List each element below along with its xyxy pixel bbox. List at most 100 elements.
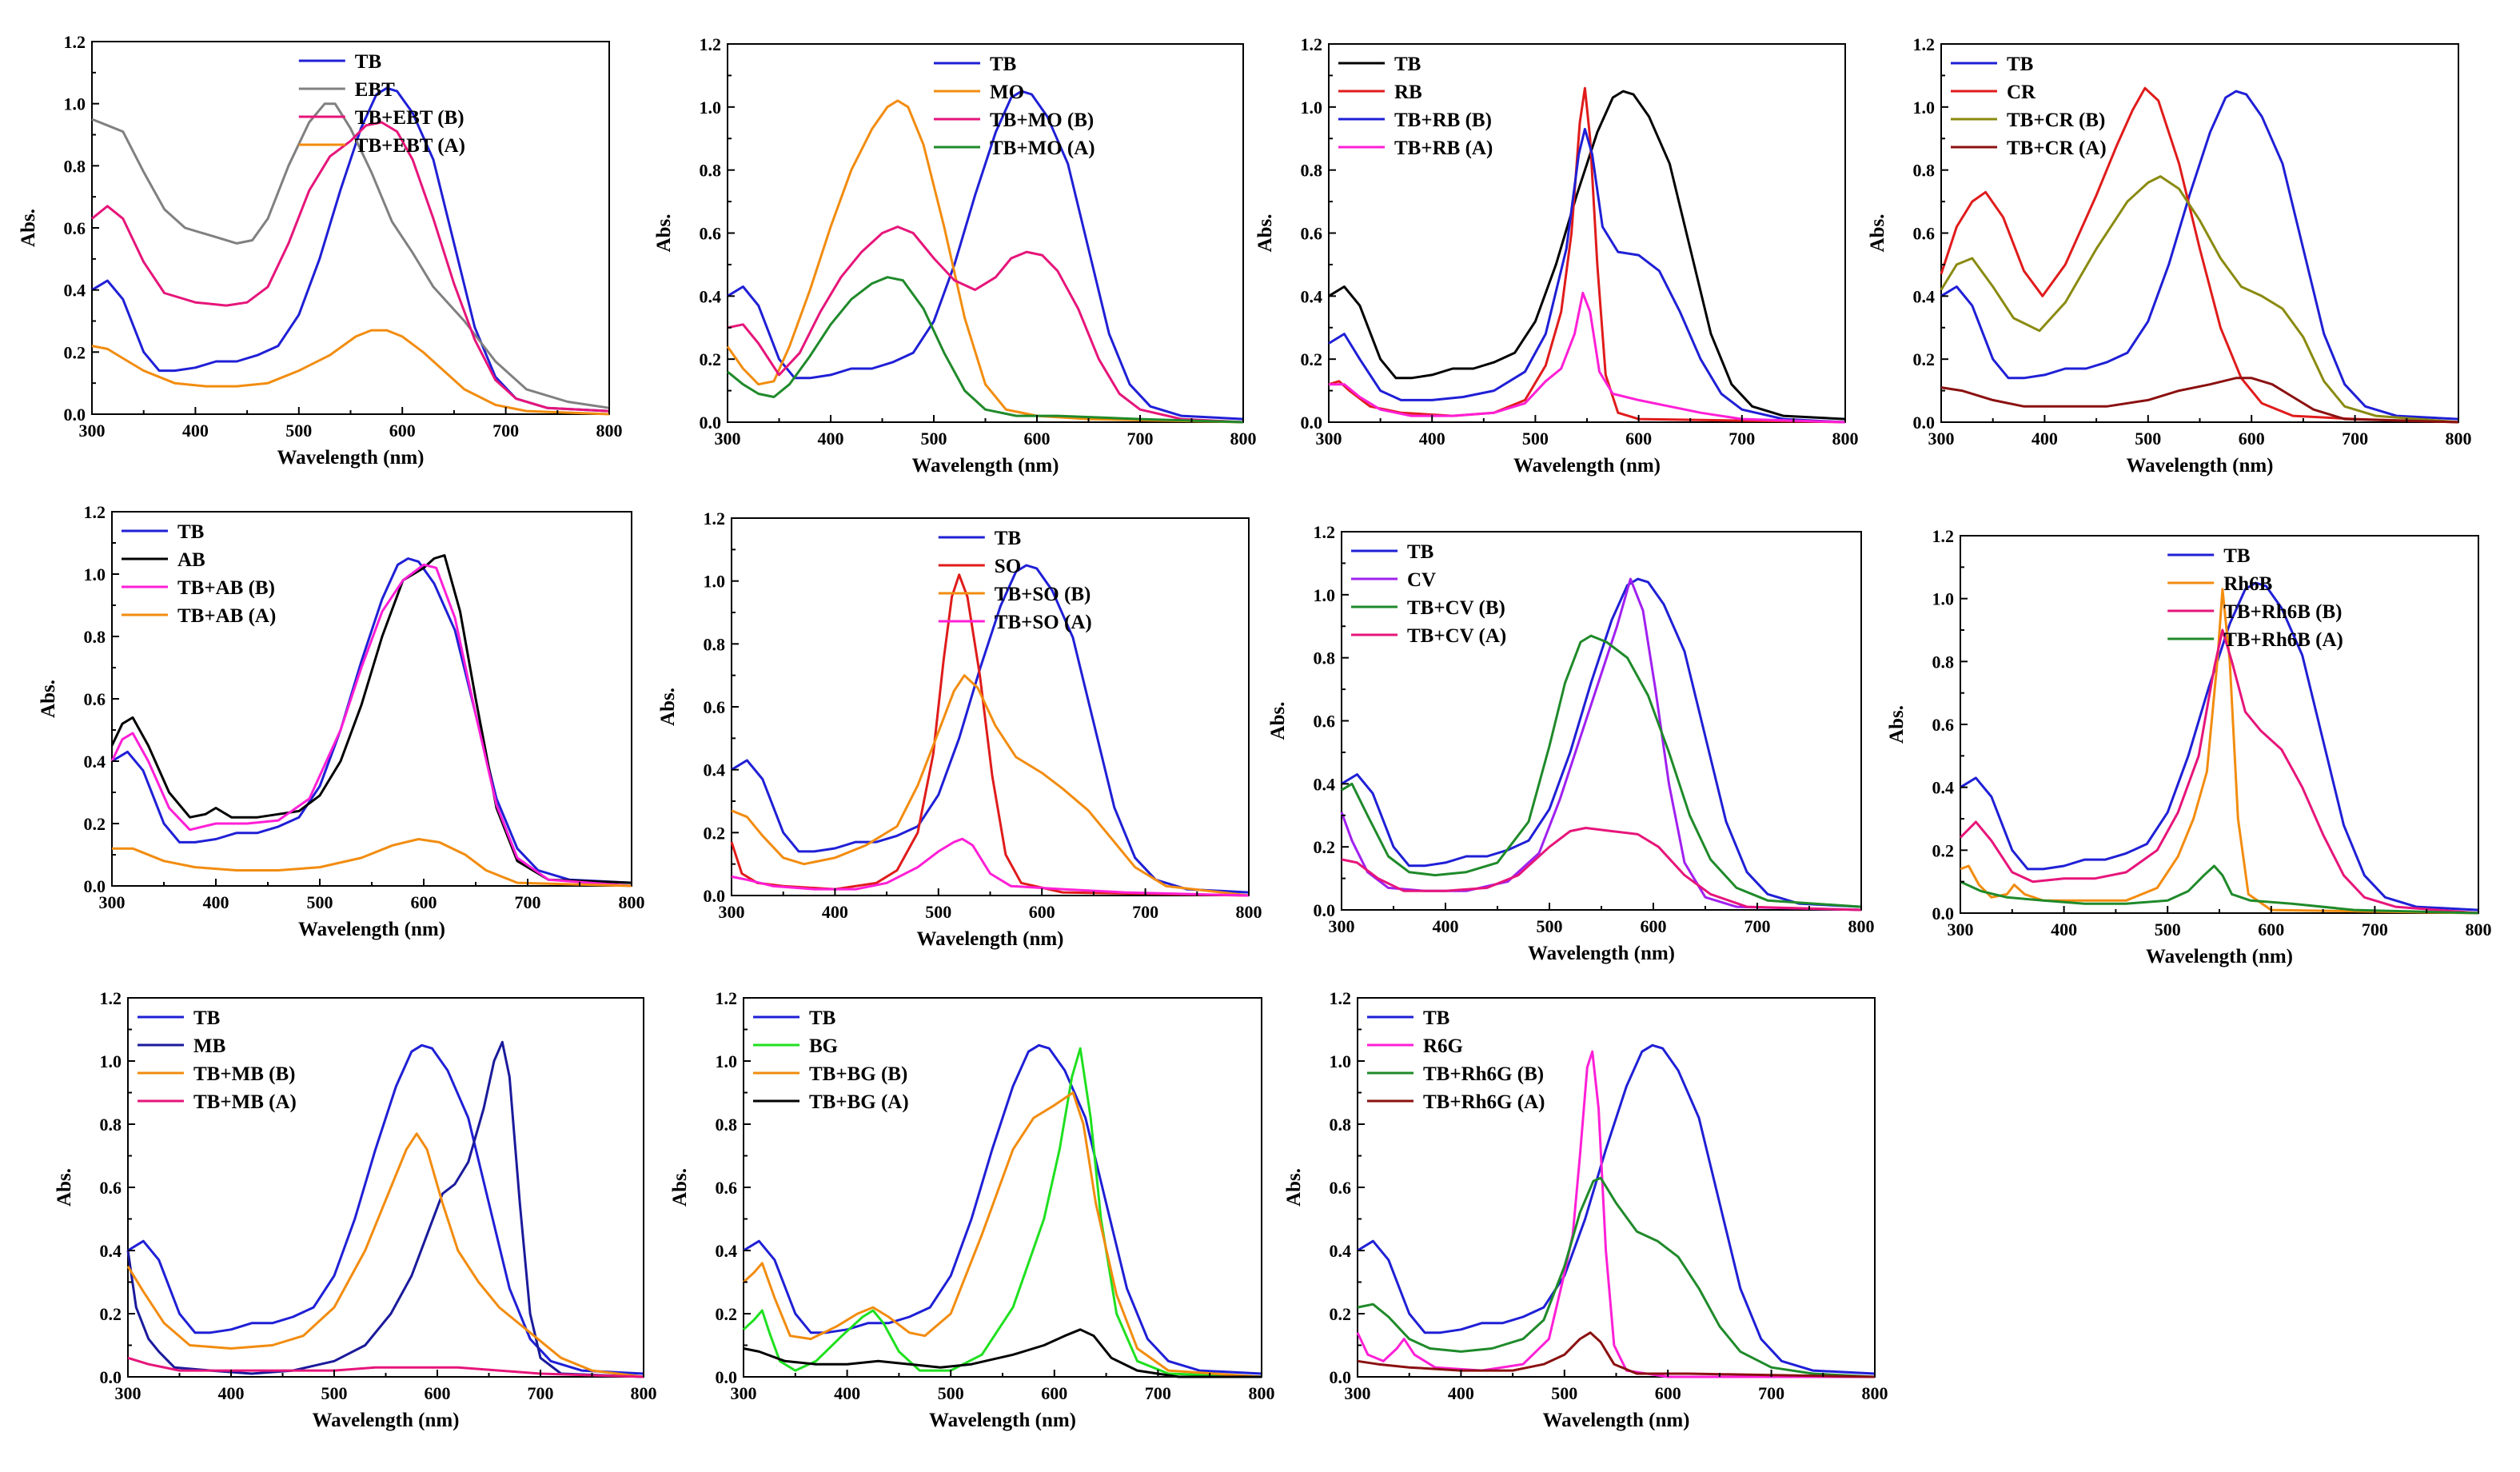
x-tick-label: 500	[925, 902, 951, 922]
x-axis-title: Wavelength (nm)	[312, 1410, 459, 1431]
legend-item: TB+MO (B)	[934, 110, 1094, 131]
y-tick-label: 0.2	[1932, 840, 1955, 860]
y-tick-label: 0.0	[1913, 413, 1936, 433]
series-line-3	[1328, 127, 1846, 424]
y-axis-title: Abs.	[657, 688, 679, 726]
x-tick-label: 700	[2342, 429, 2368, 449]
x-tick-label: 400	[834, 1383, 860, 1403]
series-line-1	[1960, 581, 2479, 912]
y-tick-label: 0.2	[700, 349, 722, 369]
x-tick-label: 700	[515, 892, 541, 912]
y-axis-title: Abs.	[18, 209, 39, 247]
legend-item: TB+RB (B)	[1338, 110, 1492, 131]
y-tick-label: 1.2	[1932, 526, 1955, 546]
y-tick-label: 0.6	[1913, 224, 1936, 244]
legend-item: TB	[2167, 545, 2251, 567]
legend-label: TB+SO (A)	[995, 612, 1092, 633]
y-tick-label: 0.0	[1932, 904, 1955, 923]
series-line-2	[726, 99, 1244, 424]
plot-frame	[727, 43, 1244, 423]
legend-item: TB+SO (B)	[938, 584, 1091, 605]
plot-frame	[1960, 535, 2479, 914]
legend-label: TB	[1407, 541, 1433, 563]
y-axis-title: Abs.	[54, 1168, 75, 1207]
y-axis-title: Abs.	[1867, 214, 1888, 253]
legend-label: Rh6B	[2223, 573, 2272, 595]
y-axis-title: Abs.	[1886, 705, 1908, 744]
y-tick-label: 0.6	[700, 224, 722, 244]
y-tick-label: 0.8	[1932, 652, 1955, 672]
x-tick-label: 700	[1758, 1383, 1784, 1403]
legend-item: TB+CR (A)	[1951, 138, 2107, 159]
y-tick-label: 1.2	[704, 509, 726, 529]
x-tick-label: 600	[2258, 920, 2284, 939]
chart-panel-8: 300 400 500 600 700 800 0.0 0.2 0.4 0.6 0.8 1.0 1.2 W…	[1886, 526, 2492, 967]
y-tick-label: 1.0	[704, 572, 726, 592]
legend-item: TB+Rh6G (B)	[1367, 1063, 1544, 1085]
series-group	[730, 564, 1250, 897]
legend: TB MB TB+MB (B) TB+MB (A)	[138, 1007, 297, 1113]
legend-item: TB+CV (B)	[1351, 597, 1505, 619]
legend-label: AB	[177, 549, 205, 571]
x-tick-label: 300	[715, 429, 741, 449]
series-line-2	[110, 554, 632, 884]
y-tick-label: 0.8	[1330, 1115, 1352, 1135]
legend-label: TB	[995, 528, 1021, 549]
legend-item: EBT	[298, 79, 395, 101]
legend-item: TB+MO (A)	[934, 138, 1095, 159]
legend-item: TB	[138, 1007, 220, 1029]
series-line-1	[127, 1043, 644, 1375]
legend-label: TB+Rh6G (B)	[1423, 1063, 1544, 1085]
chart-panel-9: 300 400 500 600 700 800 0.0 0.2 0.4 0.6 0.8 1.0 1.2 W…	[54, 988, 657, 1431]
legend-label: TB+Rh6G (A)	[1423, 1091, 1545, 1113]
y-tick-label: 0.0	[1301, 413, 1323, 433]
y-tick-label: 0.0	[64, 405, 86, 425]
y-tick-label: 1.0	[716, 1051, 738, 1071]
x-tick-label: 400	[203, 892, 229, 912]
legend-item: CR	[1951, 82, 2036, 103]
x-tick-label: 600	[1024, 429, 1051, 449]
legend-item: Rh6B	[2167, 573, 2272, 595]
x-tick-label: 400	[182, 421, 209, 441]
series-line-2	[126, 1040, 644, 1378]
x-axis-title: Wavelength (nm)	[2126, 455, 2273, 477]
y-tick-label: 0.4	[700, 286, 722, 306]
y-tick-label: 0.0	[700, 413, 722, 433]
x-axis-title: Wavelength (nm)	[916, 928, 1063, 950]
series-line-3	[742, 1091, 1262, 1378]
legend-item: TB+BG (A)	[753, 1091, 909, 1113]
legend-item: TB+SO (A)	[938, 612, 1092, 633]
legend-label: TB+CV (B)	[1407, 597, 1505, 619]
x-axis-title: Wavelength (nm)	[911, 455, 1059, 477]
x-tick-label: 300	[1345, 1383, 1371, 1403]
series-line-2	[730, 573, 1250, 897]
y-tick-label: 0.8	[1301, 161, 1323, 181]
y-tick-label: 0.2	[64, 342, 86, 362]
legend-label: TB	[193, 1007, 220, 1029]
series-line-4	[112, 838, 632, 888]
legend-label: TB	[2007, 54, 2033, 75]
x-axis-title: Wavelength (nm)	[1542, 1410, 1689, 1431]
x-tick-label: 300	[1329, 916, 1355, 936]
chart-panel-2: 300 400 500 600 700 800 0.0 0.2 0.4 0.6 0.8 1.0 1.2 W…	[653, 34, 1257, 477]
legend-item: BG	[753, 1035, 838, 1057]
x-tick-label: 600	[1041, 1383, 1067, 1403]
x-tick-label: 700	[528, 1383, 554, 1403]
x-tick-label: 400	[818, 429, 844, 449]
series-line-2	[1960, 588, 2479, 915]
series-line-2	[1356, 1050, 1875, 1378]
series-group	[126, 1040, 644, 1378]
plot-frame	[91, 41, 610, 415]
y-tick-label: 0.4	[1314, 774, 1336, 794]
legend-item: TB+CV (A)	[1351, 625, 1506, 647]
legend-item: TB+Rh6B (B)	[2167, 601, 2343, 623]
series-line-3	[1357, 1176, 1876, 1378]
y-tick-label: 0.4	[716, 1241, 738, 1261]
legend-label: TB+AB (A)	[177, 605, 276, 627]
legend-label: TB+AB (B)	[177, 577, 275, 599]
y-tick-label: 0.2	[716, 1304, 738, 1324]
legend-label: TB+MO (B)	[990, 110, 1094, 131]
legend-label: TB+RB (A)	[1394, 138, 1493, 159]
y-tick-label: 0.8	[716, 1115, 738, 1135]
legend-item: TB	[1338, 54, 1421, 75]
